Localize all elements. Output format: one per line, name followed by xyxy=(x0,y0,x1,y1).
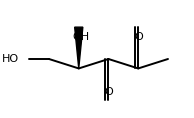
Text: OH: OH xyxy=(72,32,89,42)
Polygon shape xyxy=(75,27,83,68)
Text: HO: HO xyxy=(2,54,19,64)
Text: O: O xyxy=(104,87,113,97)
Text: O: O xyxy=(135,32,144,42)
